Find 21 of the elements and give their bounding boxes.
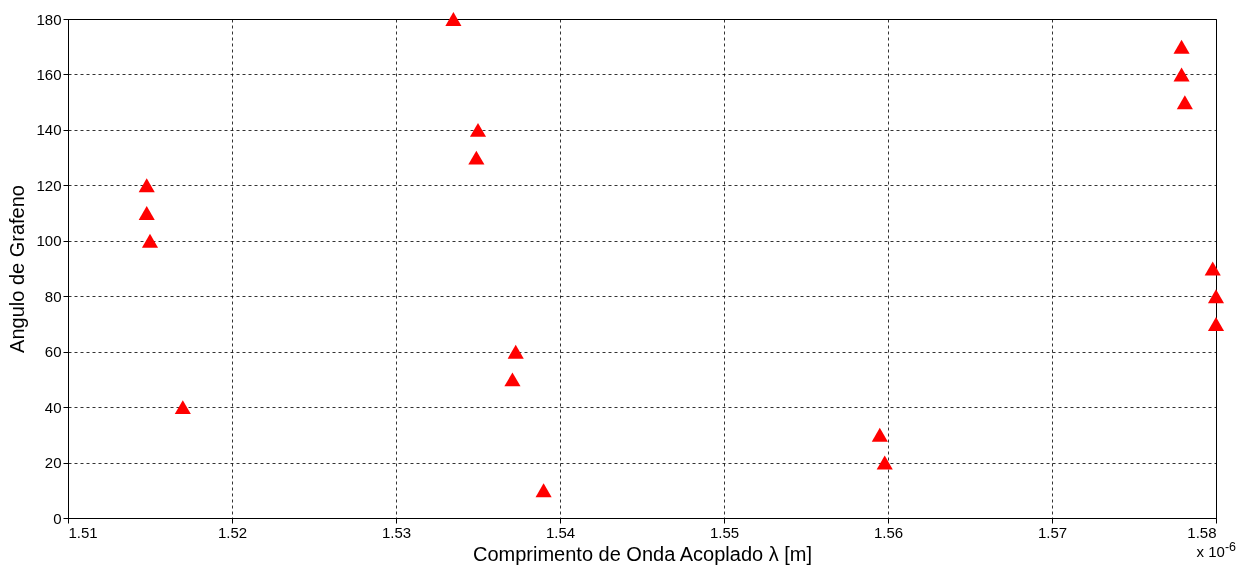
x-axis-title: Comprimento de Onda Acoplado λ [m] <box>472 542 813 565</box>
y-axis-title: Angulo de Grafeno <box>6 185 29 353</box>
y-tick-label: 140 <box>36 121 62 139</box>
y-tick-label: 40 <box>44 398 62 416</box>
x-tick-label: 1.58 <box>1187 523 1217 541</box>
text: x 10$^{-6}$ <box>1196 540 1236 560</box>
x-tick-label: 1.56 <box>873 523 904 541</box>
x-tick-label: 1.57 <box>1037 523 1068 541</box>
x-tick-label: 1.52 <box>217 523 248 541</box>
y-tick-label: 60 <box>44 343 62 361</box>
y-tick-label: 120 <box>36 176 62 194</box>
y-tick-label: 100 <box>36 232 62 250</box>
x-tick-label: 1.51 <box>68 523 98 541</box>
x-tick-label: 1.55 <box>709 523 740 541</box>
y-tick-label: 180 <box>36 10 62 28</box>
y-tick-label: 80 <box>44 287 62 305</box>
y-tick-label: 160 <box>36 65 62 83</box>
y-tick-label: 0 <box>53 509 62 527</box>
x-tick-label: 1.54 <box>545 523 576 541</box>
y-tick-label: 20 <box>44 454 62 472</box>
x-tick-label: 1.53 <box>381 523 412 541</box>
